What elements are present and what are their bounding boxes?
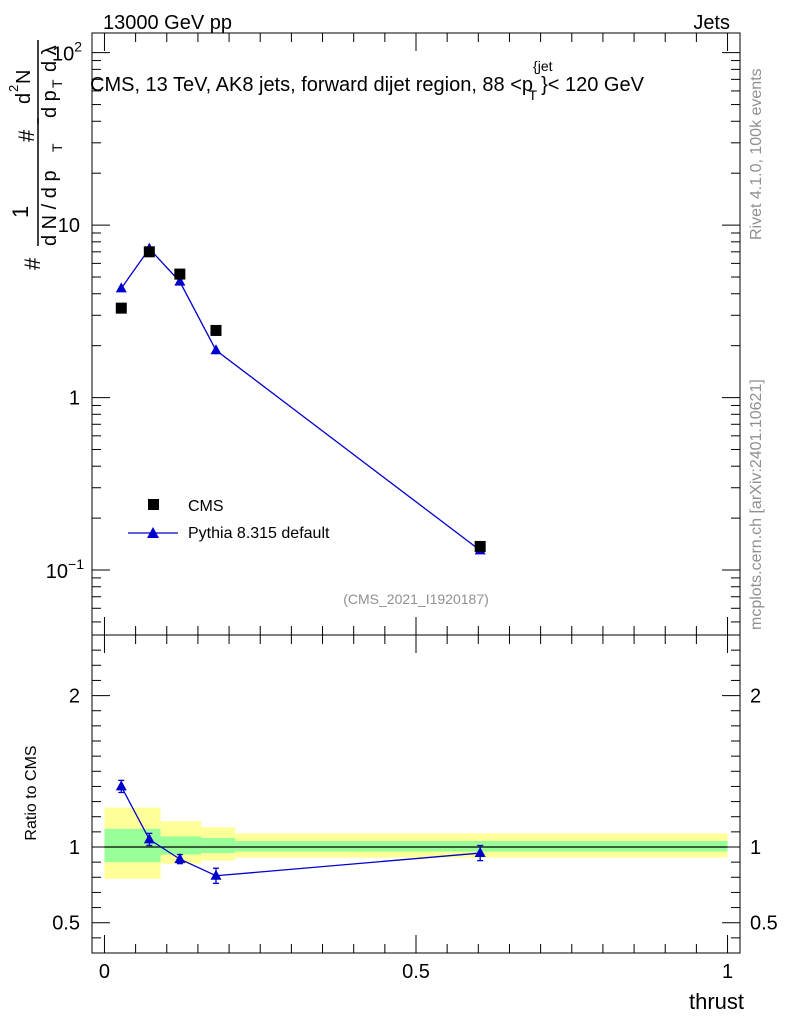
ylabel-one: 1	[8, 206, 33, 218]
ylabel-d: d	[13, 93, 35, 104]
title-subscript: T	[529, 87, 538, 103]
ratio-point	[474, 847, 486, 858]
ylabel-sub-t-2: T	[49, 79, 65, 88]
ylabel-dpt: d p	[39, 90, 61, 118]
x-tick-label: 0.5	[402, 961, 430, 983]
title-superscript: {jet	[533, 58, 553, 74]
title-prefix: CMS, 13 TeV, AK8 jets, forward dijet reg…	[90, 74, 533, 96]
analysis-tag: (CMS_2021_I1920187)	[343, 591, 489, 607]
main-y-tick-label: 1	[69, 388, 80, 410]
main-y-tick-label: 10−1	[46, 556, 84, 583]
cms-point	[143, 246, 155, 258]
ratio-point	[210, 869, 222, 880]
ylabel-power-2: 2	[6, 85, 21, 92]
pythia-point	[210, 344, 222, 355]
ylabel-hash-2: #	[14, 129, 39, 142]
x-axis-label: thrust	[689, 989, 744, 1014]
pythia-point	[115, 282, 127, 293]
x-tick-label: 0	[99, 961, 110, 983]
ylabel-sub-t-1: T	[49, 143, 65, 152]
x-tick-label: 1	[722, 961, 733, 983]
ylabel-denominator: d N / d p	[39, 170, 61, 246]
cms-point	[174, 268, 186, 280]
energy-label: 13000 GeV pp	[103, 12, 232, 34]
main-y-tick-label: 10	[58, 215, 80, 237]
ratio-y-tick-label: 0.5	[52, 913, 80, 935]
legend: CMS Pythia 8.315 default	[128, 498, 330, 542]
legend-cms-label: CMS	[188, 498, 224, 515]
cms-point	[115, 302, 127, 314]
main-panel: 10−1 1 10 102	[46, 33, 740, 635]
uncertainty-band-green	[201, 837, 236, 854]
mcplots-label: mcplots.cern.ch [arXiv:2401.10621]	[748, 379, 765, 630]
main-y-axis-label: # 1 d N / d p T # d p T d 2 N d λ	[6, 40, 65, 270]
pythia-point	[174, 275, 186, 286]
cms-point	[210, 324, 222, 336]
legend-pythia-label: Pythia 8.315 default	[188, 525, 330, 542]
ylabel-dlambda: d λ	[39, 45, 61, 72]
ratio-frame	[91, 634, 741, 954]
ratio-y-tick-label-right: 2	[750, 686, 761, 708]
ratio-point	[143, 833, 155, 844]
pythia-series-line	[120, 247, 481, 551]
cms-point	[474, 540, 486, 552]
ratio-point	[174, 853, 186, 864]
title-suffix: }< 120 GeV	[541, 74, 645, 96]
ratio-y-tick-label: 1	[69, 837, 80, 859]
ratio-y-tick-label-right: 0.5	[750, 913, 778, 935]
ratio-y-tick-label-right: 1	[750, 837, 761, 859]
ylabel-hash-1: #	[20, 257, 45, 270]
uncertainty-band-green	[160, 836, 202, 855]
legend-pythia-marker	[147, 527, 159, 538]
category-label: Jets	[693, 12, 730, 34]
uncertainty-band-green	[235, 840, 728, 852]
main-y-tick-label: 102	[52, 39, 82, 66]
ratio-point	[115, 780, 127, 791]
main-title: CMS, 13 TeV, AK8 jets, forward dijet reg…	[90, 58, 645, 103]
ratio-panel: 0.5 0.5 1 1 2 2 0 0.5 1	[52, 634, 778, 983]
ratio-y-tick-label: 2	[69, 686, 80, 708]
legend-cms-marker	[148, 499, 159, 510]
ylabel-n: N	[13, 70, 35, 84]
main-frame	[91, 32, 741, 636]
ratio-y-axis-label: Ratio to CMS	[23, 745, 40, 840]
rivet-version-label: Rivet 4.1.0, 100k events	[748, 68, 765, 240]
